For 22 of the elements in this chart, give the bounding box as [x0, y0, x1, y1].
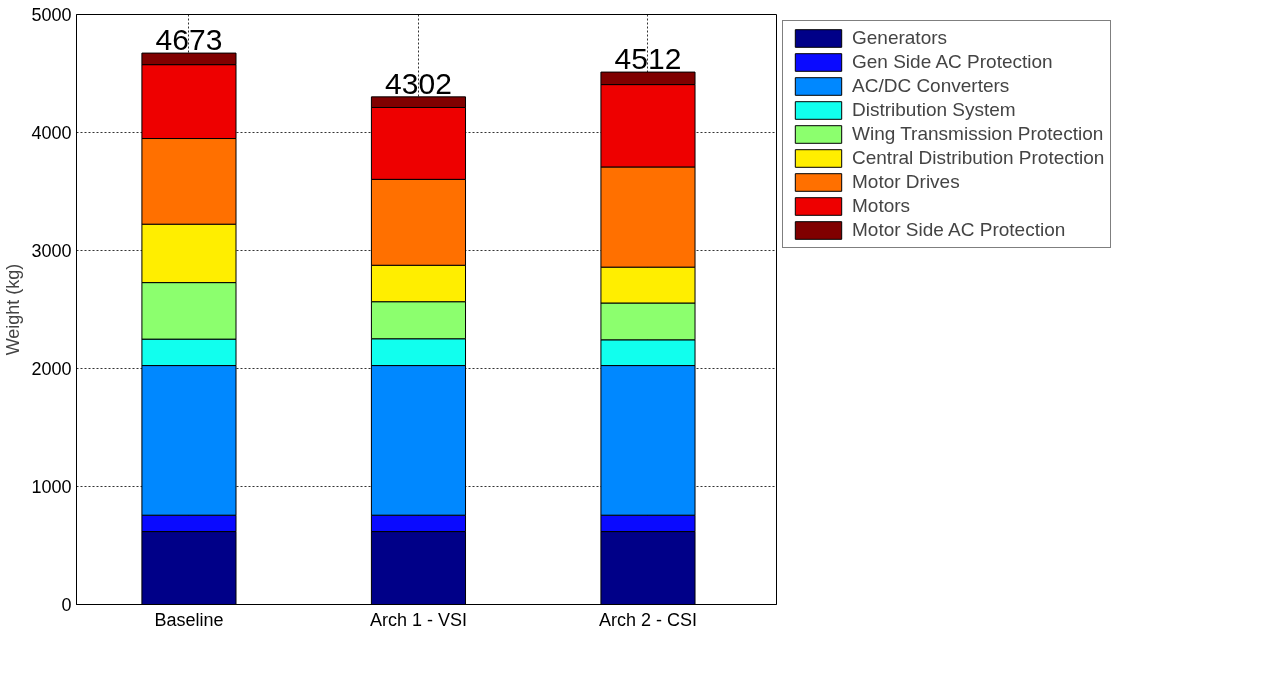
legend-label: Motor Drives	[852, 171, 960, 193]
legend-label: Motor Side AC Protection	[852, 219, 1066, 241]
legend-label: Motors	[852, 195, 911, 217]
y-axis-title: Weight (kg)	[3, 263, 24, 356]
y-tick-label: 5000	[31, 5, 72, 25]
total-label: 4512	[614, 42, 682, 76]
y-tick-label: 3000	[31, 241, 72, 261]
legend-label: AC/DC Converters	[852, 75, 1010, 97]
legend-label: Generators	[852, 27, 948, 49]
y-tick-label: 4000	[31, 123, 72, 143]
total-label: 4302	[385, 66, 452, 100]
y-tick-label: 0	[61, 595, 72, 615]
y-tick-label: 1000	[31, 477, 72, 497]
x-tick-label: Arch 1 - VSI	[369, 609, 467, 630]
x-tick-label: Baseline	[154, 609, 224, 630]
legend-label: Central Distribution Protection	[852, 147, 1105, 169]
legend-label: Wing Transmission Protection	[852, 123, 1104, 145]
legend-label: Distribution System	[852, 99, 1016, 121]
total-label: 4673	[155, 23, 223, 57]
legend-label: Gen Side AC Protection	[852, 51, 1053, 73]
y-tick-label: 2000	[31, 359, 72, 379]
x-tick-label: Arch 2 - CSI	[598, 609, 697, 630]
